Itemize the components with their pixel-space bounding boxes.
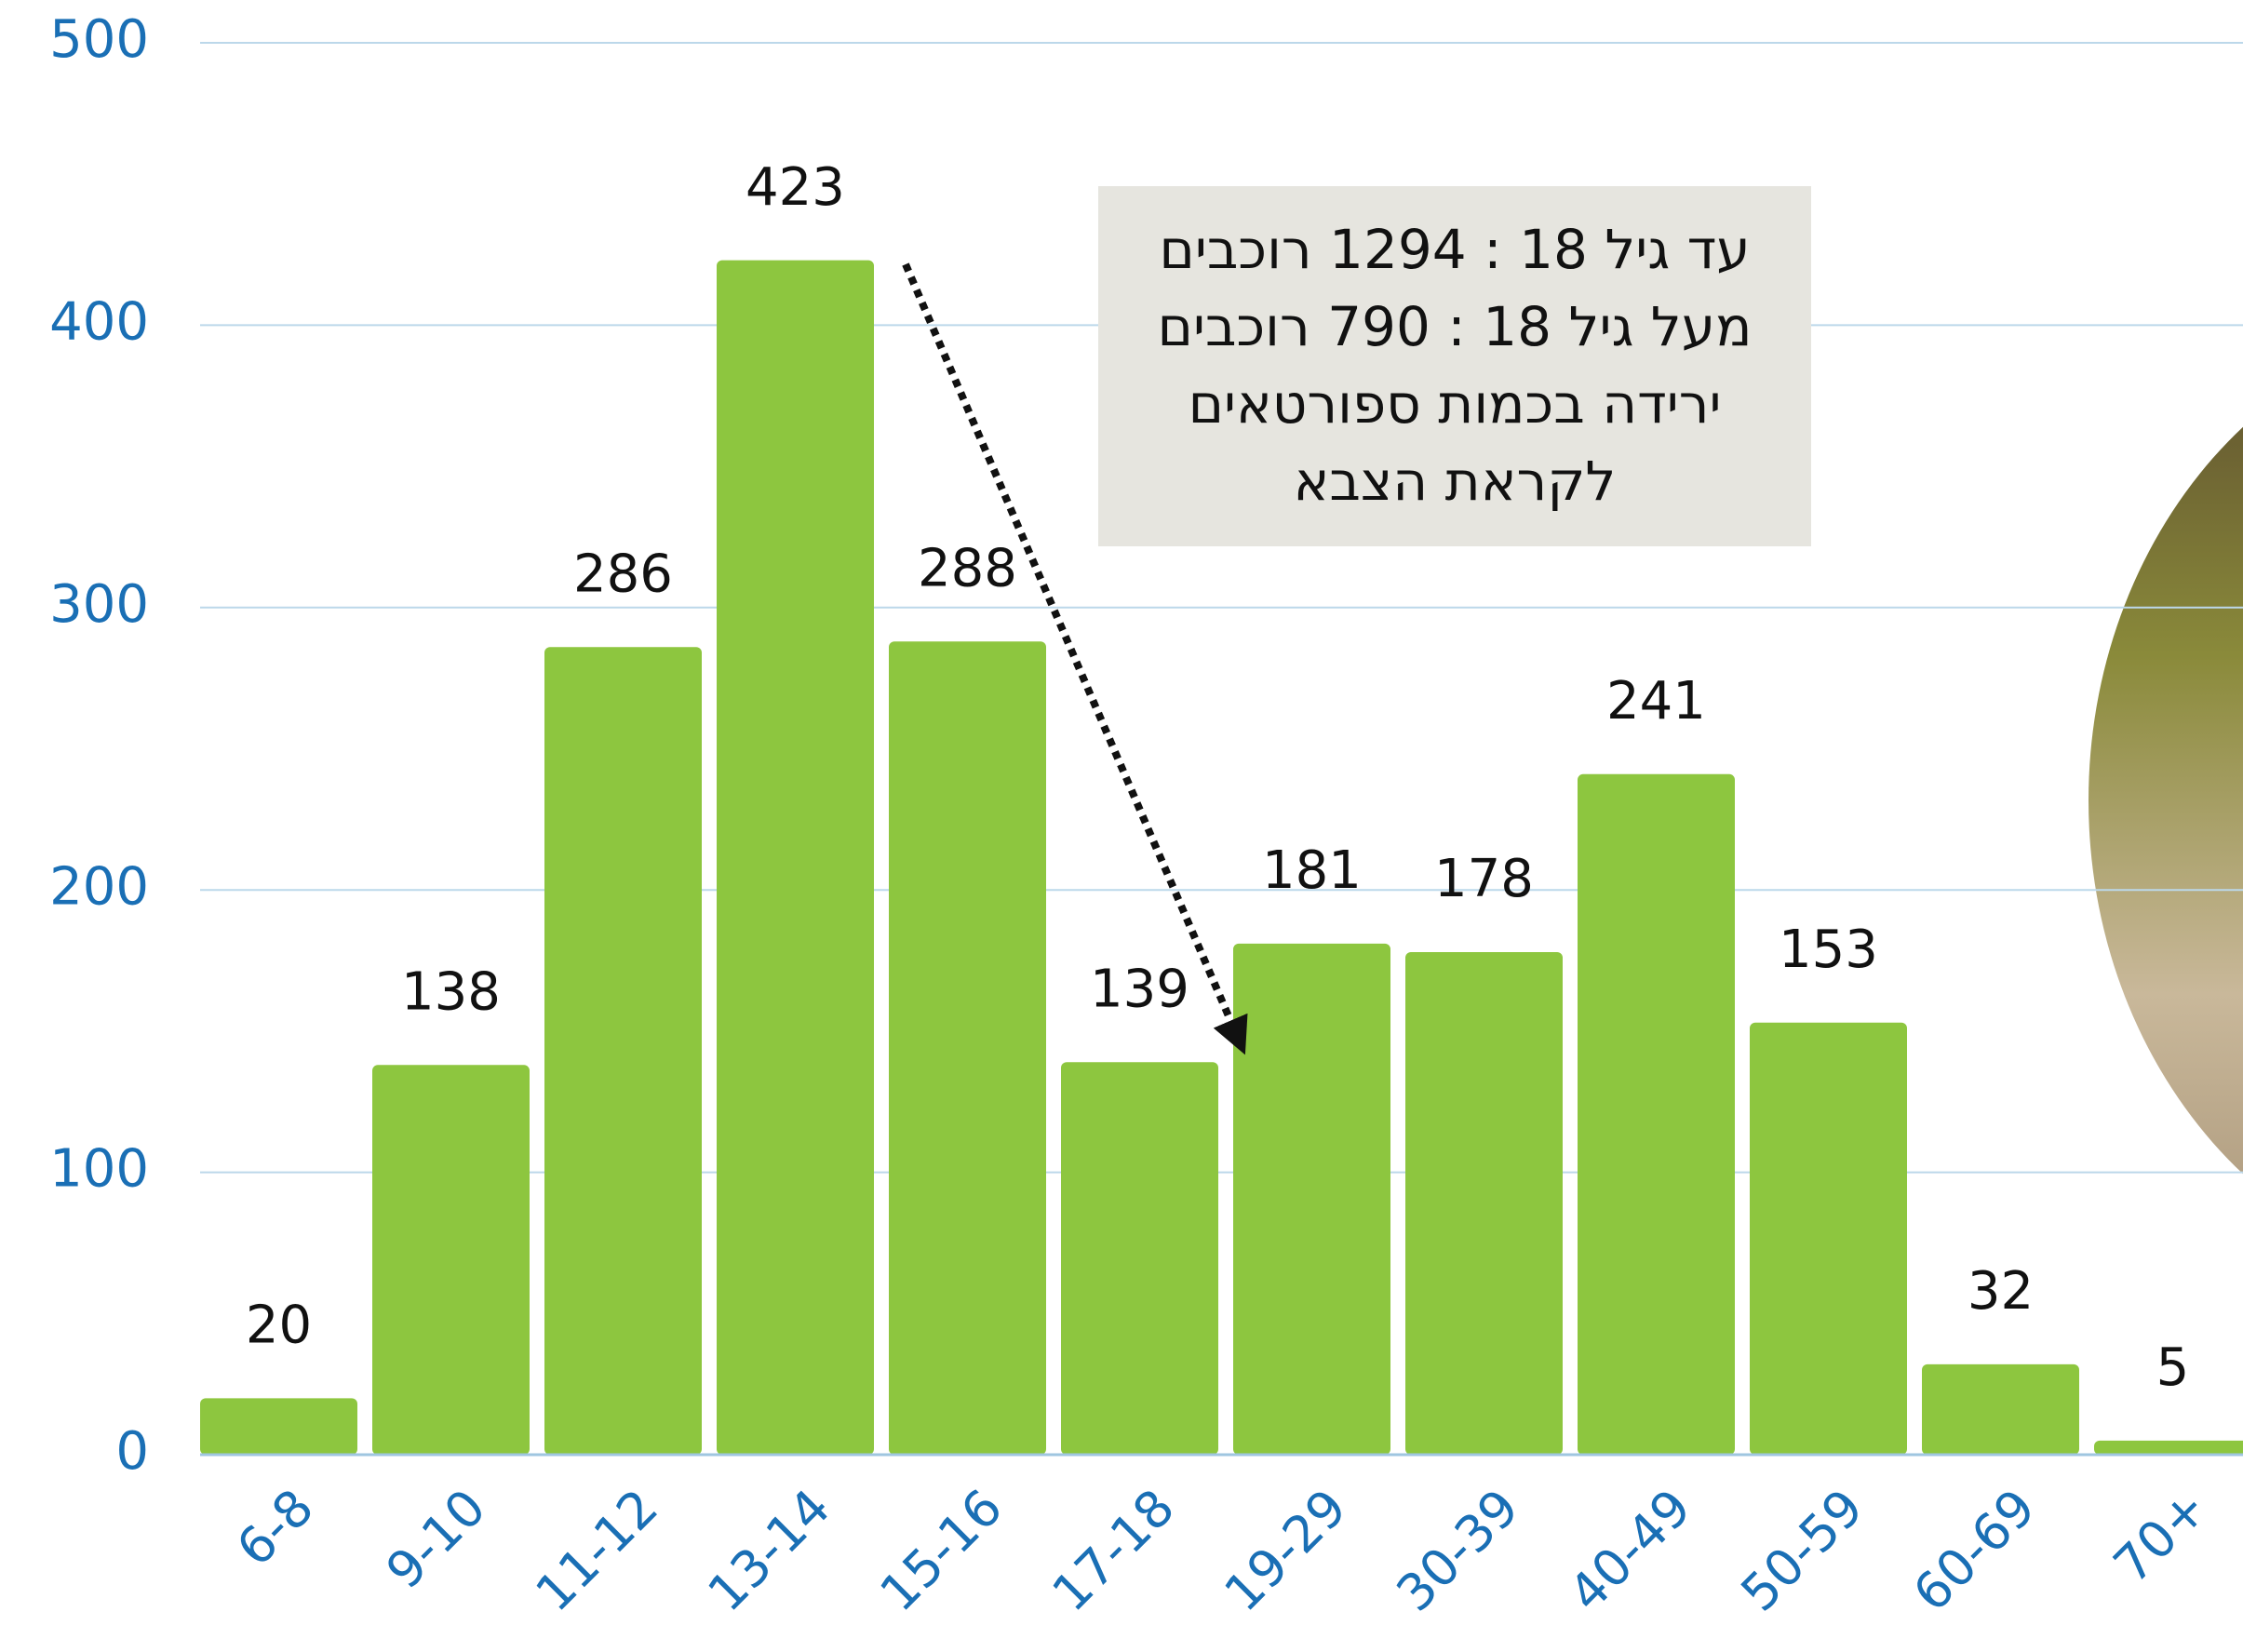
photo [2089,426,2243,1175]
data-label: 139 [1090,959,1189,1019]
x-tick-label: 9-10 [375,1478,497,1600]
data-label: 288 [918,538,1017,598]
arrow [902,262,1248,1055]
bar [2094,1440,2243,1455]
data-label: 32 [1968,1261,2034,1322]
bar [1061,1062,1218,1455]
annotation-line: עד גיל 18 : 1294 רוכבים [1159,218,1750,281]
data-label: 286 [573,544,673,604]
bar [200,1398,357,1455]
data-label: 181 [1262,840,1362,901]
data-label: 5 [2156,1337,2190,1398]
annotation-box [1098,186,1811,546]
x-tick-label: 40-49 [1558,1478,1703,1623]
bar [544,647,702,1455]
data-label: 178 [1434,849,1534,909]
x-tick-label: 60-69 [1902,1478,2048,1623]
x-tick-label: 70+ [2102,1478,2219,1594]
x-tick-label: 13-14 [697,1478,842,1623]
x-tick-label: 30-39 [1386,1478,1531,1623]
data-label: 241 [1606,671,1706,732]
data-label: 153 [1779,920,1878,980]
bar [1922,1363,2079,1455]
y-tick-label: 0 [115,1421,149,1482]
bar [889,641,1046,1455]
annotation-line: מעל גיל 18 : 790 רוכבים [1158,295,1753,358]
x-tick-label: 17-18 [1041,1478,1187,1623]
bar [1750,1022,1907,1455]
y-tick-label: 100 [49,1139,149,1200]
bar [1233,943,1390,1455]
x-tick-label: 11-12 [525,1478,670,1623]
y-tick-label: 500 [49,9,149,70]
data-label: 423 [745,157,845,218]
y-tick-label: 300 [49,574,149,635]
annotation-line: ירידה בכמות ספורטאים [1189,372,1722,436]
bar [717,260,874,1455]
y-tick-label: 200 [49,856,149,917]
data-label: 138 [401,961,501,1022]
y-tick-label: 400 [49,292,149,353]
data-label: 20 [246,1295,312,1355]
x-tick-label: 15-16 [869,1478,1014,1623]
x-tick-label: 6-8 [225,1478,325,1578]
bar [372,1065,530,1455]
bar [1578,773,1735,1455]
annotation-line: לקראת הצבא [1294,450,1617,513]
x-tick-label: 19-29 [1214,1478,1359,1623]
bar [1405,951,1563,1455]
x-tick-label: 50-59 [1730,1478,1875,1623]
